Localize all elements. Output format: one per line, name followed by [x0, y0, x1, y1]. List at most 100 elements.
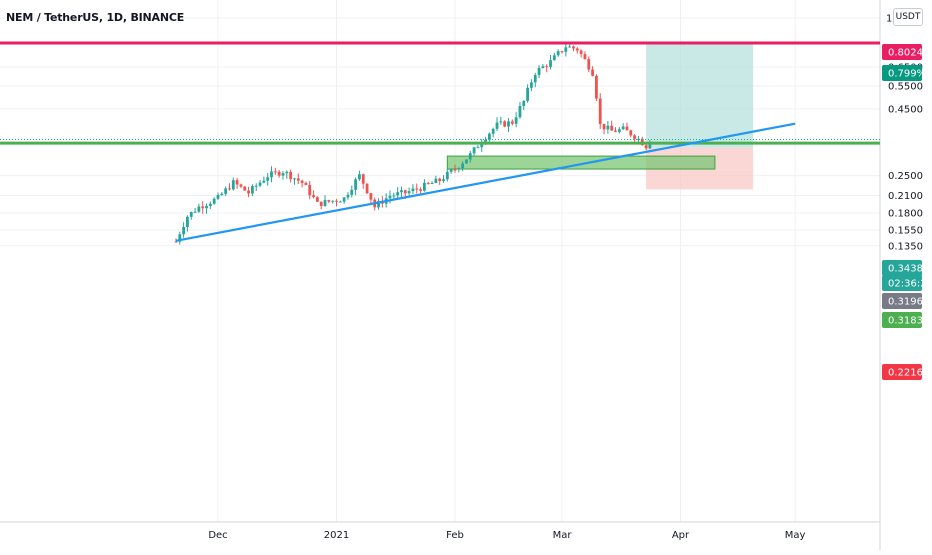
y-tick-label: 0.2500 [888, 171, 923, 182]
price-tag[interactable] [882, 44, 922, 60]
candle-body [430, 183, 434, 185]
candle-body [216, 194, 220, 199]
y-tick-label: 0.1800 [888, 209, 923, 220]
candle-body [507, 121, 510, 127]
candle-body [591, 69, 594, 76]
candle-body [323, 200, 327, 207]
candle-body [178, 234, 182, 242]
candle-body [358, 174, 361, 180]
price-tag[interactable] [882, 260, 922, 276]
candle-body [514, 117, 518, 124]
candle-body [606, 125, 610, 130]
candle-body [560, 51, 564, 53]
x-tick-label: Apr [672, 530, 690, 541]
candle-body [342, 197, 346, 202]
price-tag[interactable] [882, 275, 922, 291]
candle-body [281, 173, 285, 176]
price-tag[interactable] [882, 293, 922, 309]
candle-body [289, 171, 293, 180]
candle-body [572, 46, 575, 49]
candle-body [201, 206, 205, 209]
candle-body [445, 171, 449, 180]
candle-body [224, 188, 228, 194]
candle-body [419, 189, 422, 191]
candle-body [480, 143, 484, 148]
candle-body [174, 241, 178, 243]
candle-body [304, 182, 308, 185]
candle-body [629, 130, 633, 136]
candle-body [182, 227, 185, 235]
candle-body [403, 190, 407, 194]
candle-body [568, 46, 572, 48]
candle-body [388, 195, 392, 199]
candle-body [625, 126, 629, 131]
candle-body [621, 126, 625, 130]
candle-body [438, 178, 442, 182]
candle-body [266, 177, 270, 181]
candle-body [434, 178, 438, 184]
candle-body [564, 47, 568, 52]
candle-body [499, 121, 503, 123]
y-tick-label: 0.5500 [888, 81, 923, 92]
x-tick-label: Dec [208, 530, 227, 541]
candle-body [335, 200, 338, 202]
candle-body [312, 195, 315, 198]
y-tick-label: 0.1550 [888, 226, 923, 237]
candle-body [484, 139, 487, 144]
candle-body [205, 205, 208, 209]
candle-body [361, 174, 365, 184]
candle-body [247, 190, 250, 194]
candle-body [549, 60, 552, 67]
candle-body [346, 194, 350, 198]
candle-body [468, 153, 472, 160]
candle-body [415, 188, 419, 190]
candle-body [396, 192, 400, 196]
price-tag[interactable] [882, 65, 922, 81]
demand-zone[interactable] [446, 155, 716, 170]
candle-body [614, 130, 617, 132]
ascending-trendline[interactable] [175, 122, 796, 242]
candle-body [277, 171, 281, 176]
take-profit-zone[interactable] [646, 43, 754, 148]
candle-body [400, 190, 403, 193]
candle-body [633, 135, 637, 139]
candle-body [476, 147, 480, 149]
price-tag-label: 0.799% [888, 69, 926, 80]
candle-body [457, 168, 461, 170]
price-tag[interactable] [882, 312, 922, 328]
candle-body [270, 171, 273, 178]
candle-body [545, 66, 549, 68]
price-tag-label: 0.8024 [888, 48, 923, 59]
price-tag[interactable] [882, 364, 922, 380]
candle-body [231, 180, 235, 190]
candle-body [258, 182, 262, 186]
candle-body [579, 50, 583, 55]
candle-body [235, 180, 239, 185]
x-tick-label: 2021 [324, 530, 349, 541]
candle-body [212, 198, 216, 204]
currency-badge[interactable]: USDT [893, 8, 923, 26]
candle-body [530, 82, 533, 88]
candle-body [541, 66, 545, 69]
candle-body [533, 74, 537, 83]
candle-body [449, 169, 453, 172]
candle-body [426, 182, 430, 184]
candle-body [503, 121, 507, 127]
y-tick-label: 0.4500 [888, 104, 923, 115]
candle-body [197, 206, 201, 212]
candle-body [296, 178, 300, 181]
candle-body [365, 183, 369, 194]
candle-body [648, 142, 652, 149]
candle-body [407, 191, 411, 194]
candle-body [522, 100, 526, 107]
candle-body [186, 216, 189, 228]
candle-body [228, 188, 231, 190]
price-tag-label: 02:36:20 [888, 279, 932, 290]
candle-body [587, 59, 591, 70]
candle-body [552, 55, 556, 61]
candle-body [537, 68, 541, 75]
candle-body [598, 98, 602, 124]
candle-body [315, 197, 319, 202]
